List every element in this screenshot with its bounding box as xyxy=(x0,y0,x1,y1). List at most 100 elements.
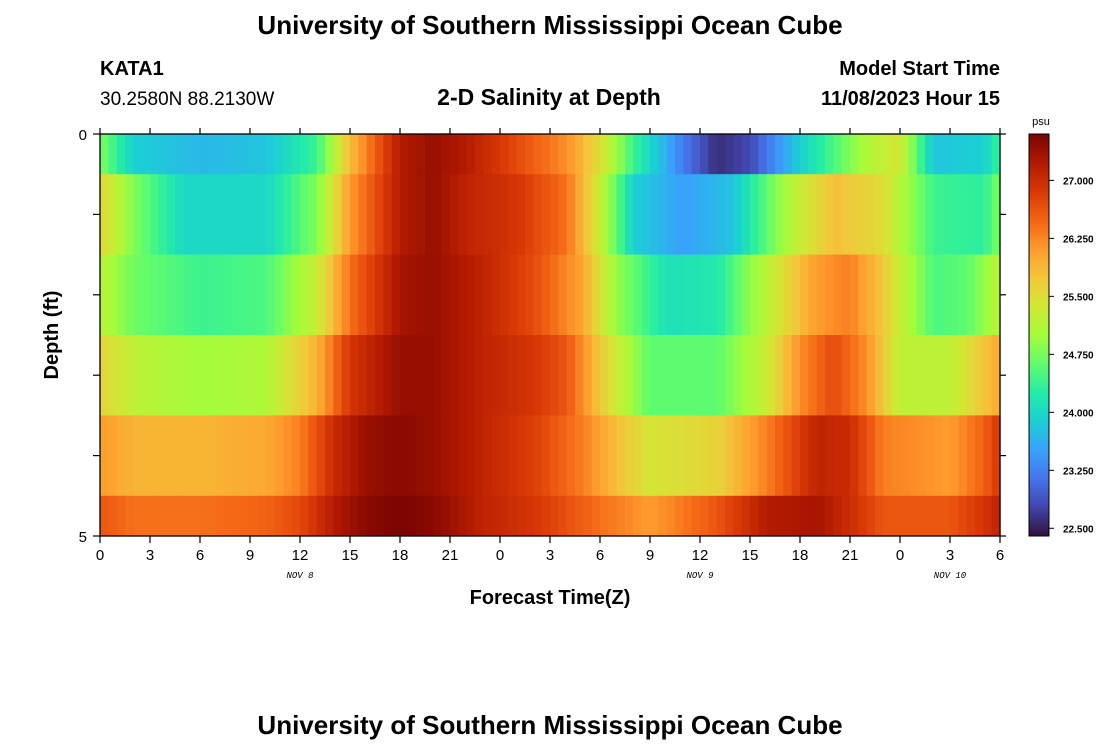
heatmap-cell xyxy=(158,174,168,255)
heatmap-cell xyxy=(283,134,293,175)
heatmap-cell xyxy=(500,134,509,175)
heatmap-cell xyxy=(800,254,809,336)
heatmap-cell xyxy=(775,335,784,416)
heatmap-cell xyxy=(466,254,476,336)
heatmap-cell xyxy=(866,335,876,416)
colorbar-tick-label: 22.500 xyxy=(1063,524,1094,535)
heatmap-cell xyxy=(916,134,926,175)
heatmap-cell xyxy=(333,415,343,497)
heatmap-cell xyxy=(975,134,984,175)
heatmap-cell xyxy=(750,495,759,537)
heatmap-cell xyxy=(891,174,901,255)
heatmap-cell xyxy=(841,335,851,416)
colorbar-tick-label: 24.750 xyxy=(1063,350,1094,361)
heatmap-cell xyxy=(383,495,393,537)
heatmap-cell xyxy=(891,134,901,175)
heatmap-cell xyxy=(733,335,743,416)
heatmap-cell xyxy=(266,335,276,416)
heatmap-cell xyxy=(158,495,168,537)
heatmap-cell xyxy=(600,174,609,255)
heatmap-cell xyxy=(375,254,384,336)
heatmap-cell xyxy=(333,495,343,537)
x-tick-label: 0 xyxy=(96,547,104,564)
heatmap-cell xyxy=(966,415,976,497)
heatmap-cell xyxy=(958,134,968,175)
heatmap-cell xyxy=(208,254,218,336)
x-tick-label: 21 xyxy=(442,547,459,564)
heatmap-cell xyxy=(391,495,401,537)
heatmap-cell xyxy=(125,335,134,416)
heatmap-cell xyxy=(725,134,734,175)
heatmap-cell xyxy=(258,254,268,336)
heatmap-cell xyxy=(908,134,918,175)
heatmap-cell xyxy=(441,415,451,497)
heatmap-cell xyxy=(650,495,659,537)
heatmap-cell xyxy=(375,415,384,497)
heatmap-cell xyxy=(100,134,109,175)
heatmap-cell xyxy=(725,415,734,497)
heatmap-cell xyxy=(408,174,418,255)
heatmap-cell xyxy=(716,495,726,537)
heatmap-cell xyxy=(283,254,293,336)
heatmap-cell xyxy=(425,254,434,336)
heatmap-cell xyxy=(275,134,284,175)
heatmap-cell xyxy=(641,174,651,255)
heatmap-cell xyxy=(958,254,968,336)
heatmap-cell xyxy=(408,254,418,336)
heatmap-cell xyxy=(650,134,659,175)
heatmap-cell xyxy=(916,174,926,255)
heatmap-cell xyxy=(650,415,659,497)
heatmap-cell xyxy=(425,335,434,416)
heatmap-cell xyxy=(741,254,751,336)
heatmap-cell xyxy=(700,495,709,537)
heatmap-cell xyxy=(216,495,226,537)
heatmap-cell xyxy=(950,495,959,537)
heatmap-cell xyxy=(900,415,909,497)
heatmap-cell xyxy=(558,415,568,497)
heatmap-cell xyxy=(308,174,318,255)
heatmap-cell xyxy=(850,134,859,175)
heatmap-cell xyxy=(916,254,926,336)
heatmap-cell xyxy=(666,335,676,416)
heatmap-cell xyxy=(983,415,993,497)
heatmap-cell xyxy=(200,174,209,255)
heatmap-cell xyxy=(958,335,968,416)
heatmap-cell xyxy=(625,254,634,336)
heatmap-cell xyxy=(158,335,168,416)
heatmap-cell xyxy=(658,415,668,497)
x-axis-ticks: 0 3 6 9 12 15 18 21 0 3 6 9 12 15 18 21 0 3 6 xyxy=(96,128,1004,564)
heatmap-cell xyxy=(683,174,693,255)
heatmap-cell xyxy=(366,495,376,537)
heatmap-cell xyxy=(450,174,459,255)
heatmap-cell xyxy=(591,495,601,537)
heatmap-cell xyxy=(325,415,334,497)
heatmap-cell xyxy=(116,174,126,255)
heatmap-cell xyxy=(875,134,884,175)
heatmap-cell xyxy=(408,335,418,416)
heatmap-cell xyxy=(275,415,284,497)
heatmap-cell xyxy=(741,174,751,255)
heatmap-cell xyxy=(491,134,501,175)
heatmap-cell xyxy=(175,335,184,416)
heatmap-cell xyxy=(558,134,568,175)
heatmap-cell xyxy=(541,335,551,416)
heatmap-cell xyxy=(925,174,934,255)
heatmap-cell xyxy=(525,174,534,255)
heatmap-cell xyxy=(883,415,893,497)
x-tick-label: 18 xyxy=(392,547,409,564)
heatmap-cell xyxy=(325,335,334,416)
heatmap-cell xyxy=(458,335,468,416)
heatmap-cell xyxy=(183,495,193,537)
heatmap-cell xyxy=(875,495,884,537)
heatmap-cell xyxy=(775,254,784,336)
heatmap-cell xyxy=(641,495,651,537)
heatmap-cell xyxy=(791,174,801,255)
heatmap-cell xyxy=(541,415,551,497)
heatmap-cell xyxy=(975,335,984,416)
heatmap-cell xyxy=(300,174,309,255)
heatmap-cell xyxy=(241,134,251,175)
heatmap-cell xyxy=(441,254,451,336)
heatmap-cell xyxy=(158,134,168,175)
heatmap-cell xyxy=(991,415,1001,497)
heatmap-cell xyxy=(683,134,693,175)
